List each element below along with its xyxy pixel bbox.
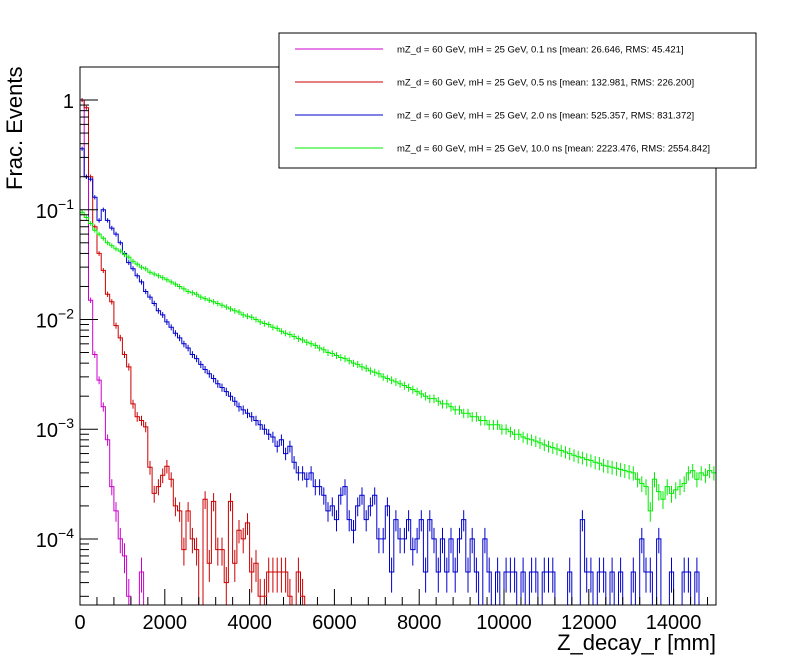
legend-label-1: mZ_d = 60 GeV, mH = 25 GeV, 0.5 ns [mean… bbox=[397, 78, 694, 89]
x-tick-label: 8000 bbox=[397, 612, 442, 634]
legend-label-3: mZ_d = 60 GeV, mH = 25 GeV, 10.0 ns [mea… bbox=[397, 144, 710, 155]
legend-label-0: mZ_d = 60 GeV, mH = 25 GeV, 0.1 ns [mean… bbox=[397, 45, 684, 56]
series-3-group bbox=[80, 210, 717, 605]
axis-layer: 0 2000 4000 6000 8000 10000 12000 14000 1 10−1 10−… bbox=[36, 66, 709, 634]
y-tick-label: 10−4 bbox=[36, 525, 74, 552]
series-3-histogram bbox=[80, 211, 717, 605]
x-tick-label: 0 bbox=[74, 612, 85, 634]
legend-label-2: mZ_d = 60 GeV, mH = 25 GeV, 2.0 ns [mean… bbox=[397, 111, 694, 122]
x-axis-title: Z_decay_r [mm] bbox=[557, 630, 716, 655]
x-tick-label: 12000 bbox=[561, 612, 617, 634]
y-tick-label: 10−3 bbox=[36, 415, 74, 442]
y-axis-title: Frac. Events bbox=[2, 67, 27, 190]
y-tick-label: 10−1 bbox=[36, 196, 74, 223]
series-1-histogram bbox=[80, 99, 306, 606]
legend: mZ_d = 60 GeV, mH = 25 GeV, 0.1 ns [mean… bbox=[278, 32, 757, 169]
x-tick-label: 14000 bbox=[646, 612, 702, 634]
x-tick-label: 4000 bbox=[227, 612, 272, 634]
series-2-histogram bbox=[80, 148, 716, 606]
x-tick-label: 6000 bbox=[312, 612, 357, 634]
series-layer bbox=[80, 98, 717, 606]
series-1-group bbox=[80, 98, 306, 606]
y-tick-label: 1 bbox=[63, 91, 74, 113]
series-2-group bbox=[80, 146, 716, 606]
legend-entries: mZ_d = 60 GeV, mH = 25 GeV, 0.1 ns [mean… bbox=[295, 45, 710, 155]
y-tick-label: 10−2 bbox=[36, 305, 74, 332]
x-tick-label: 10000 bbox=[476, 612, 532, 634]
legend-box bbox=[278, 32, 757, 169]
x-tick-label: 2000 bbox=[143, 612, 188, 634]
